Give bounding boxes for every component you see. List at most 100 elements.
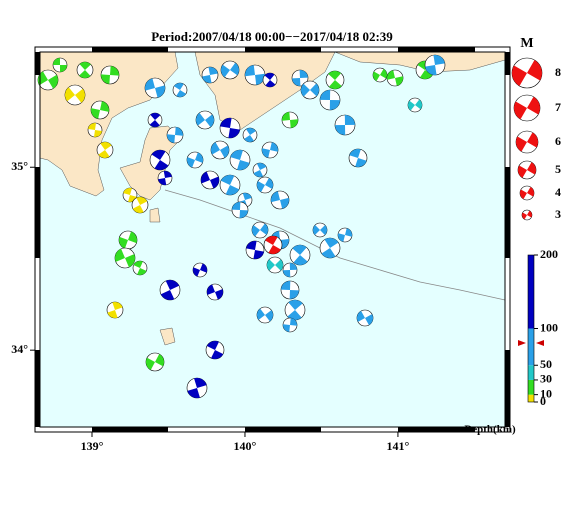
beachball-lobe (520, 189, 527, 200)
beachball-lobe (265, 178, 273, 189)
beachball-lobe (123, 188, 132, 195)
beachball-lobe (337, 233, 345, 242)
beachball-lobe (527, 96, 540, 115)
depth-color-segment (528, 365, 534, 380)
frame-bar (245, 427, 321, 432)
depth-bar-outline (527, 254, 535, 403)
depth-color-segment (528, 379, 534, 395)
beachball-lobe (290, 119, 298, 128)
beachball-lobe (88, 123, 96, 130)
beachball-lobe (349, 149, 361, 158)
beachball-lobe (290, 318, 297, 326)
beachball-lobe (160, 290, 175, 301)
beachball-lobe (527, 60, 542, 81)
beachball-lobe (271, 191, 280, 203)
beachball-lobe (324, 238, 339, 248)
beachball-lobe (253, 170, 264, 178)
depth-tick-label: 30 (540, 372, 552, 386)
beachball-lobe (270, 142, 278, 152)
beachball-lobe (527, 210, 532, 218)
magnitude-symbol (515, 130, 539, 154)
beachball-lobe (206, 341, 219, 350)
beachball-lobe (133, 261, 143, 268)
land (119, 125, 181, 201)
beachball-lobe (200, 263, 208, 273)
magnitude-label: 8 (555, 65, 561, 79)
beachball-lobe (365, 314, 373, 325)
beachball-lobe (242, 193, 252, 200)
beachball-lobe (287, 310, 302, 320)
beachball-lobe (132, 205, 144, 213)
beachball-lobe (220, 118, 232, 128)
beachball-lobe (328, 80, 342, 89)
beachball-lobe (281, 281, 291, 290)
beachball-lobe (282, 112, 290, 121)
magnitude-label: 5 (555, 162, 561, 176)
beachball-lobe (527, 186, 534, 197)
beachball-lobe (115, 248, 125, 262)
beachball-lobe (415, 99, 422, 110)
beachball-lobe (380, 68, 387, 79)
beachball-lobe (53, 58, 60, 65)
beachball-lobe (264, 72, 275, 80)
beachball-lobe (195, 152, 203, 163)
beachball-lobe (245, 65, 255, 77)
beachball-lobe (79, 62, 91, 70)
beachball-lobe (262, 148, 270, 158)
beachball-lobe (210, 142, 220, 155)
magnitude-symbol (521, 209, 533, 221)
beachball-lobe (280, 197, 289, 209)
magnitude-symbol (517, 160, 537, 180)
beachball-lobe (64, 87, 75, 102)
beachball-lobe (137, 268, 147, 276)
beachball-lobe (107, 310, 118, 318)
beachball-lobe (512, 65, 527, 86)
beachball-lobe (329, 100, 340, 110)
beachball-lobe (215, 289, 223, 300)
beachball-lobe (220, 175, 235, 185)
depth-tick-label: 50 (540, 357, 552, 371)
beachball-lobe (110, 66, 119, 76)
depth-tick-label: 100 (540, 320, 558, 334)
magnitude-label: 6 (555, 134, 561, 148)
beachball-lobe (237, 160, 250, 170)
beachball-lobe (527, 132, 538, 148)
frame-bar (92, 427, 168, 432)
beachball-lobe (91, 108, 100, 119)
frame-bar (35, 167, 40, 258)
beachball-lobe (514, 101, 527, 120)
frame-bar (35, 350, 40, 427)
beachball-lobe (100, 141, 112, 150)
frame-bar (505, 52, 510, 75)
beachball-lobe (232, 202, 241, 210)
frame-bar (505, 167, 510, 258)
beachball-lobe (313, 224, 320, 235)
beachball-lobe (163, 171, 172, 178)
beachball-lobe (60, 65, 67, 72)
title: Period:2007/04/18 00:00−−2017/04/18 02:3… (151, 29, 393, 44)
frame-bar (398, 47, 475, 52)
beachball-lobe (150, 113, 161, 120)
beachball-lobe (260, 223, 268, 235)
magnitude-symbol (513, 94, 541, 122)
beachball-lobe (167, 134, 175, 143)
beachball-lobe (175, 127, 183, 136)
beachball-lobe (256, 308, 265, 320)
depth-tick-label: 0 (540, 394, 546, 408)
beachball-lobe (194, 378, 207, 388)
island (159, 327, 176, 346)
y-tick-label: 35° (11, 159, 28, 173)
beachball-lobe (373, 71, 380, 82)
beachball-lobe (193, 267, 200, 277)
beachball-lobe (355, 158, 367, 168)
beachball-lobe (256, 163, 267, 170)
beachball-lobe (101, 74, 110, 84)
beachball-lobe (357, 311, 365, 322)
beachball-lobe (196, 112, 205, 126)
beachball-lobe (136, 197, 148, 205)
beachball-lobe (518, 165, 527, 178)
beachball-lobe (246, 241, 257, 250)
beachball-lobe (268, 245, 281, 254)
frame-ticks (34, 46, 511, 433)
beachball-lobe (158, 178, 167, 185)
